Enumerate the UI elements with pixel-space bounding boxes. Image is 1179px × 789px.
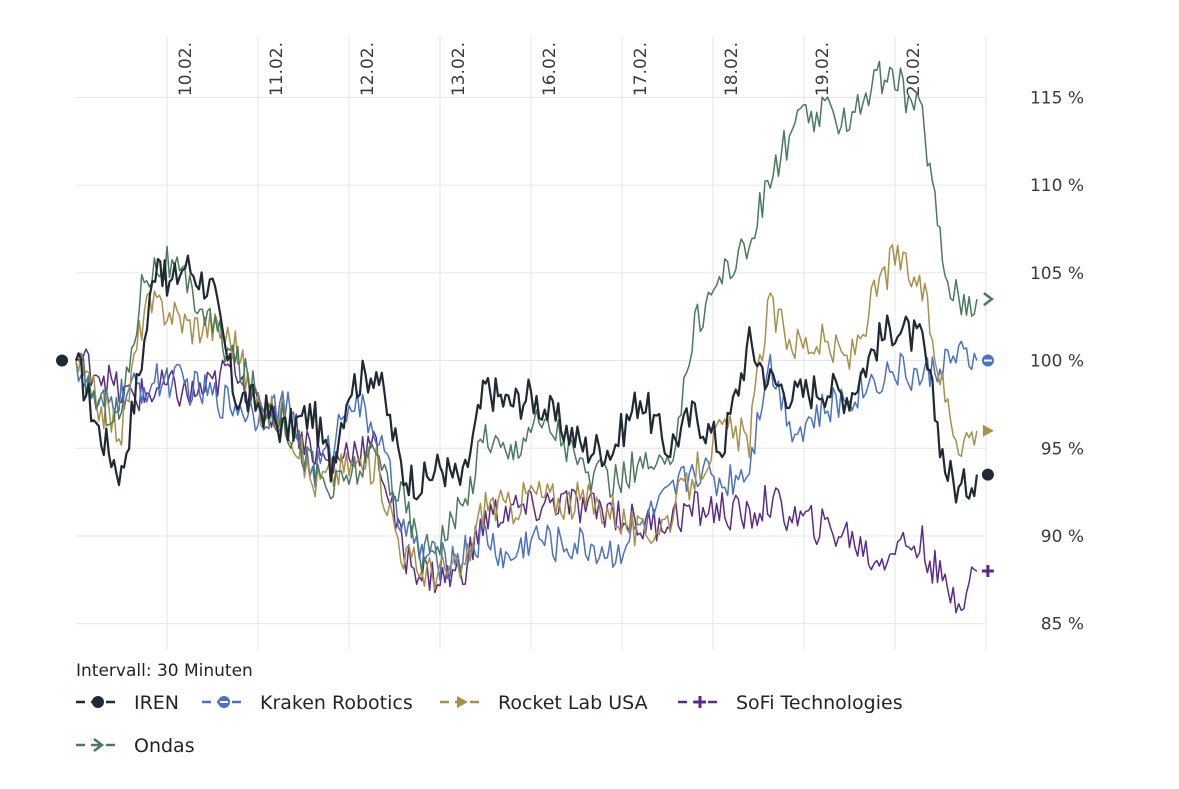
x-tick-label: 17.02. (631, 42, 651, 96)
interval-note: Intervall: 30 Minuten (76, 661, 253, 681)
legend-item-kraken-robotics[interactable]: Kraken Robotics (202, 692, 413, 714)
axis-ticks: 10.02. 11.02. 12.02. 13.02. 16.02. 17.02. 18.0… (176, 42, 1084, 635)
grid (76, 36, 987, 650)
x-tick-label: 20.02. (904, 42, 924, 96)
y-tick-label: 105 % (1030, 264, 1084, 284)
end-marker-rocket-lab-usa (982, 424, 994, 437)
legend-label: Kraken Robotics (260, 692, 413, 714)
series-line-ondas (75, 60, 978, 574)
y-tick-label: 95 % (1041, 439, 1084, 459)
end-markers (56, 292, 994, 578)
series-line-sofi-technologies (75, 346, 978, 614)
y-tick-label: 115 % (1030, 88, 1084, 108)
x-tick-label: 11.02. (267, 42, 287, 96)
legend-marker-icon (92, 696, 104, 708)
end-marker-iren (981, 468, 994, 481)
x-tick-label: 10.02. (176, 42, 196, 96)
series-line-kraken-robotics (75, 340, 978, 582)
end-marker-kraken-robotics (981, 354, 994, 367)
legend-item-rocket-lab-usa[interactable]: Rocket Lab USA (440, 692, 648, 714)
y-tick-label: 85 % (1041, 615, 1084, 635)
x-tick-label: 19.02. (813, 42, 833, 96)
legend-marker-icon (694, 696, 706, 708)
legend-item-sofi-technologies[interactable]: SoFi Technologies (678, 692, 903, 714)
end-marker-ondas (983, 292, 994, 307)
legend-label: Ondas (134, 735, 195, 757)
end-marker-sofi-technologies (981, 565, 994, 578)
legend-marker-icon (457, 696, 468, 708)
y-tick-label: 110 % (1030, 176, 1084, 196)
legend-label: IREN (134, 692, 179, 714)
legend-marker-icon (218, 696, 230, 708)
series-lines (74, 60, 978, 614)
legend-marker-icon (93, 738, 105, 752)
series-line-rocket-lab-usa (75, 244, 978, 591)
x-tick-label: 12.02. (358, 42, 378, 96)
legend: IREN Kraken Robotics Rocket Lab USA SoFi Te… (76, 692, 903, 757)
start-marker (56, 354, 68, 367)
x-tick-label: 13.02. (449, 42, 469, 96)
legend-item-ondas[interactable]: Ondas (76, 735, 195, 757)
legend-label: Rocket Lab USA (498, 692, 648, 714)
x-tick-label: 18.02. (722, 42, 742, 96)
y-tick-label: 90 % (1041, 527, 1084, 547)
series-line-iren (74, 254, 978, 504)
y-tick-label: 100 % (1030, 352, 1084, 372)
x-tick-label: 16.02. (540, 42, 560, 96)
legend-item-iren[interactable]: IREN (76, 692, 179, 714)
legend-label: SoFi Technologies (736, 692, 903, 714)
